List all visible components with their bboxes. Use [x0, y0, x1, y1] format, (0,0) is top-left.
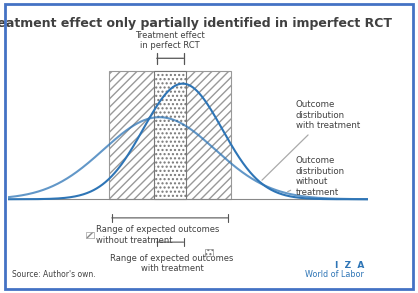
Text: Range of expected outcomes
without treatment: Range of expected outcomes without treat…: [97, 225, 220, 245]
Text: Source: Author's own.: Source: Author's own.: [12, 270, 96, 280]
Text: Range of expected outcomes
with treatment: Range of expected outcomes with treatmen…: [110, 254, 234, 273]
Bar: [86, 232, 94, 239]
Text: Treatment effect only partially identified in imperfect RCT: Treatment effect only partially identifi…: [0, 17, 392, 30]
Text: Treatment effect
in perfect RCT: Treatment effect in perfect RCT: [135, 31, 205, 50]
Text: I  Z  A: I Z A: [335, 261, 364, 270]
Bar: [109, 71, 231, 199]
Bar: [154, 71, 186, 199]
Text: Outcome
distribution
without
treatment: Outcome distribution without treatment: [288, 156, 345, 197]
Text: Outcome
distribution
with treatment: Outcome distribution with treatment: [262, 100, 360, 180]
Text: World of Labor: World of Labor: [306, 270, 364, 280]
Bar: [205, 249, 213, 256]
